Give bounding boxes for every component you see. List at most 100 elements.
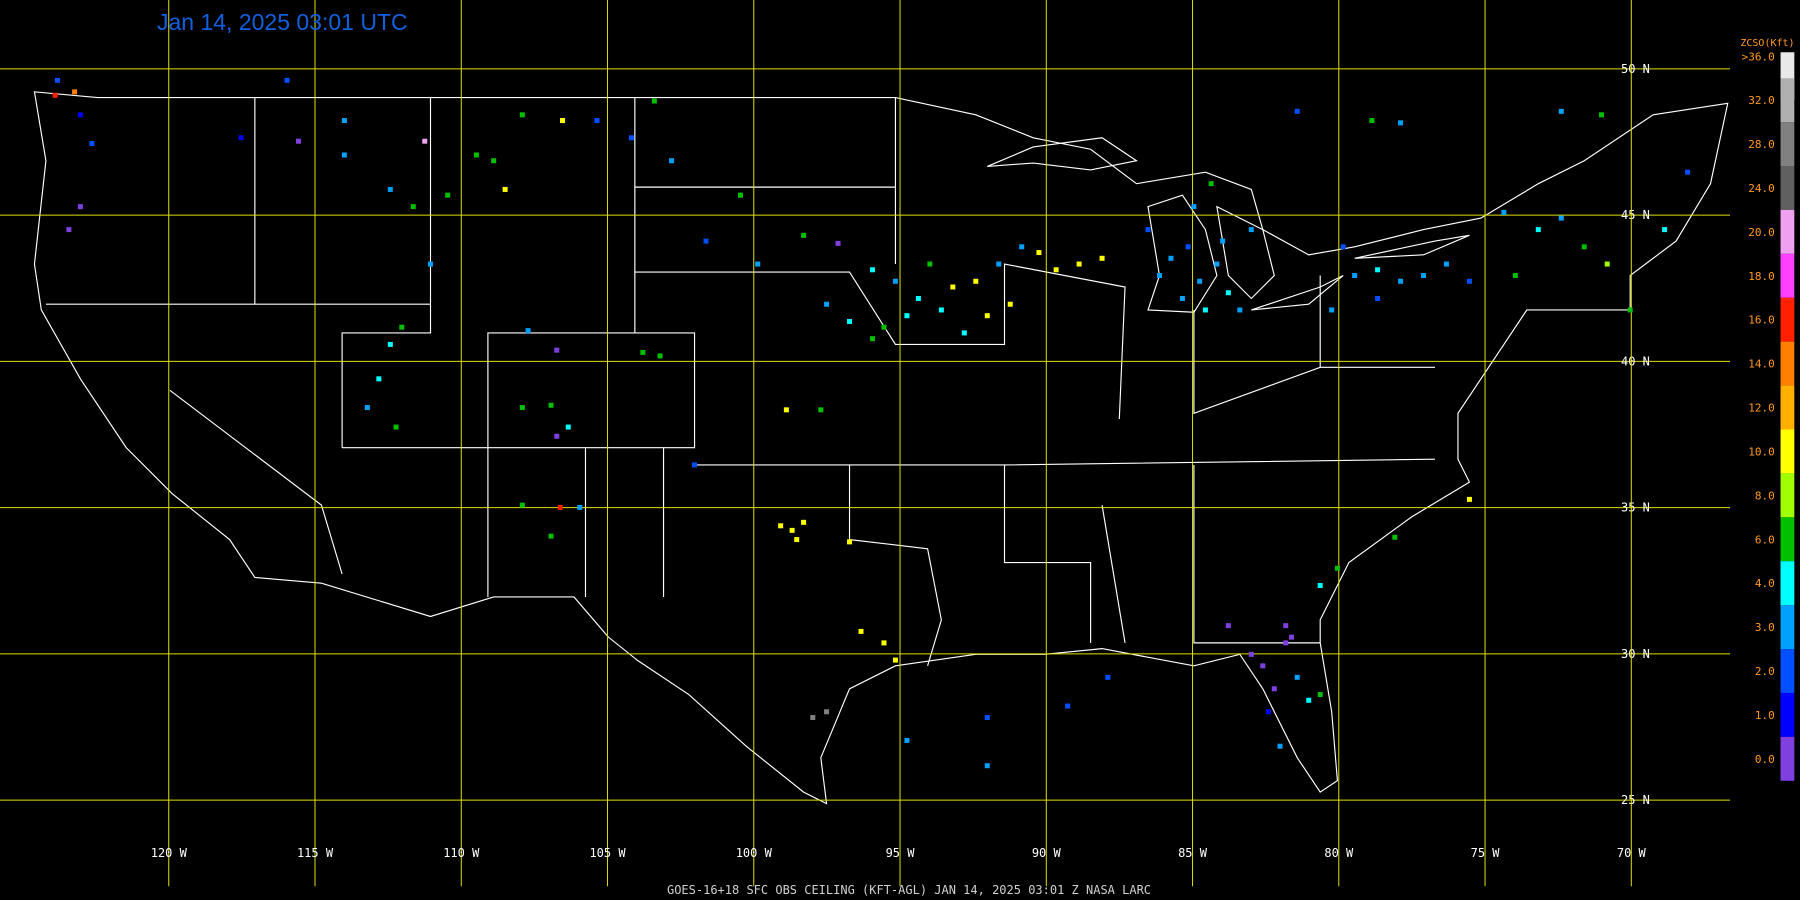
- station-dot: [1329, 307, 1335, 313]
- outlines: [33, 91, 1729, 805]
- station-dot: [502, 186, 508, 192]
- station-dot: [1076, 261, 1082, 267]
- station-dot: [1145, 227, 1151, 233]
- legend-swatch: [1780, 517, 1795, 562]
- station-dot: [794, 537, 800, 543]
- station-dot: [847, 539, 853, 545]
- legend-swatch: [1780, 605, 1795, 650]
- station-dot: [1294, 108, 1300, 114]
- station-dot: [1289, 634, 1294, 640]
- station-dot: [961, 330, 967, 336]
- station-dot: [1340, 244, 1346, 250]
- station-dot: [1260, 663, 1266, 669]
- station-dot: [1627, 307, 1633, 313]
- us-outline: [33, 91, 1729, 805]
- station-dot: [387, 186, 393, 192]
- legend-label: 14.0: [1748, 358, 1775, 371]
- longitude-label: 90 W: [1032, 846, 1062, 860]
- legend-label: 1.0: [1755, 709, 1775, 722]
- station-dot: [984, 313, 990, 319]
- station-dot: [491, 158, 497, 164]
- longitude-label: 115 W: [297, 846, 334, 860]
- station-dot: [778, 523, 784, 529]
- legend-title: ZCSO(Kft): [1740, 38, 1794, 49]
- station-dot: [387, 341, 393, 347]
- legend-swatch: [1780, 561, 1795, 606]
- station-dot: [473, 152, 479, 158]
- legend-swatch: [1780, 473, 1795, 518]
- station-dot: [692, 462, 698, 468]
- station-dot: [1466, 278, 1472, 284]
- station-dot: [1248, 651, 1254, 657]
- station-dot: [657, 353, 663, 359]
- station-dot: [892, 278, 898, 284]
- station-dot: [52, 92, 58, 98]
- legend-swatch: [1780, 736, 1795, 781]
- station-dot: [927, 261, 933, 267]
- legend-swatch: [1780, 341, 1795, 386]
- station-dot: [548, 402, 554, 408]
- station-dot: [950, 284, 956, 290]
- latitude-label: 30 N: [1621, 647, 1650, 661]
- longitude-label: 80 W: [1324, 846, 1354, 860]
- station-dot: [1277, 743, 1283, 749]
- station-dot: [1558, 215, 1564, 221]
- station-dot: [341, 118, 347, 124]
- legend-label: 8.0: [1755, 489, 1775, 502]
- station-dot: [77, 204, 83, 210]
- station-dot: [984, 763, 990, 769]
- station-dot: [1168, 255, 1174, 261]
- station-dot: [519, 112, 525, 118]
- legend: ZCSO(Kft)>36.0 32.0 28.0 24.0 20.0 18.0 16.0 14…: [1740, 38, 1795, 781]
- map-title: Jan 14, 2025 03:01 UTC: [157, 9, 408, 35]
- station-dot: [77, 112, 83, 118]
- station-dot: [847, 318, 853, 324]
- station-dot: [818, 407, 824, 413]
- legend-label: 6.0: [1755, 533, 1775, 546]
- station-dot: [1535, 227, 1541, 233]
- station-dot: [801, 232, 807, 238]
- latitude-label: 35 N: [1621, 501, 1650, 515]
- station-dot: [560, 118, 566, 124]
- station-dot: [557, 504, 563, 510]
- station-dot: [1179, 295, 1185, 301]
- legend-label: 10.0: [1748, 445, 1775, 458]
- station-dot: [892, 657, 898, 663]
- station-dot: [1225, 290, 1231, 296]
- station-dot: [1225, 623, 1231, 629]
- latitude-label: 45 N: [1621, 208, 1650, 222]
- longitude-label: 75 W: [1471, 846, 1501, 860]
- station-dot: [1512, 273, 1518, 279]
- station-dot: [973, 278, 979, 284]
- station-dot: [1375, 267, 1381, 273]
- station-dot: [1283, 623, 1289, 629]
- station-dot: [1443, 261, 1449, 267]
- station-dot: [869, 336, 875, 342]
- station-dot: [410, 204, 416, 210]
- station-dot: [519, 405, 525, 411]
- station-dot: [295, 138, 301, 144]
- legend-swatch: [1780, 429, 1795, 474]
- station-dot: [996, 261, 1002, 267]
- station-dot: [810, 715, 816, 720]
- station-dot: [1191, 204, 1197, 210]
- station-dot: [554, 347, 560, 353]
- longitude-label: 85 W: [1178, 846, 1208, 860]
- station-dot: [1369, 118, 1375, 124]
- station-dot: [1294, 674, 1300, 680]
- station-dot: [824, 709, 830, 715]
- station-dot: [284, 77, 290, 83]
- legend-swatch: [1780, 209, 1795, 254]
- station-dot: [1558, 108, 1564, 114]
- station-dot: [1317, 582, 1323, 588]
- station-dot: [364, 405, 370, 411]
- station-dot: [858, 628, 864, 634]
- legend-swatch: [1780, 253, 1795, 298]
- footer: GOES-16+18 SFC OBS CEILING (KFT-AGL) JAN…: [667, 883, 1151, 897]
- station-dot: [1036, 250, 1042, 256]
- station-dot: [341, 152, 347, 158]
- station-dot: [1271, 686, 1277, 692]
- latitude-label: 40 N: [1621, 354, 1650, 368]
- latitude-label: 50 N: [1621, 62, 1650, 76]
